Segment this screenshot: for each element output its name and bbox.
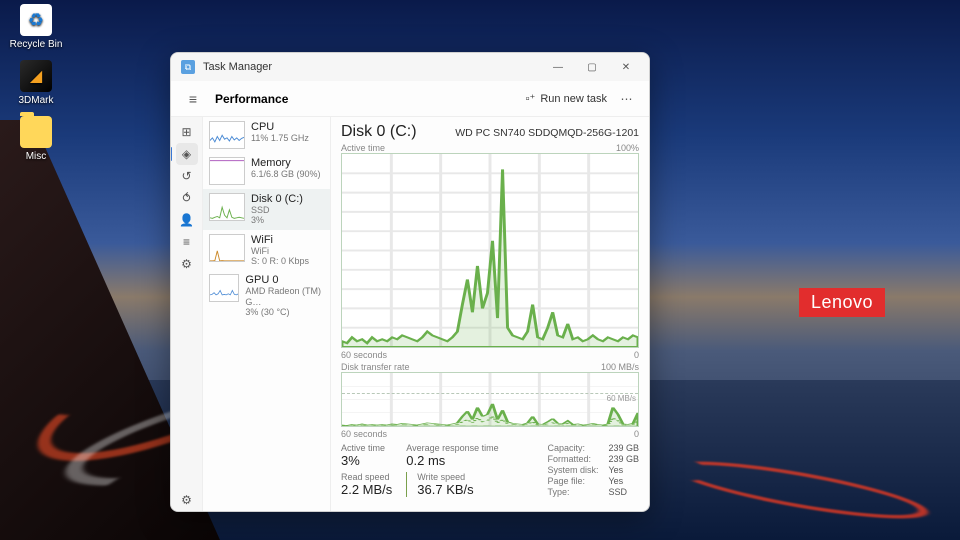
disk-title: Disk 0 (C:)	[341, 123, 417, 141]
processes-icon[interactable]: ⊞	[176, 121, 198, 143]
perf-name: Memory	[251, 157, 321, 169]
icon-label: 3DMark	[6, 95, 66, 106]
toolbar: ≡ Performance ▫⁺ Run new task ⋯	[171, 81, 649, 117]
detail-key: Formatted:	[547, 454, 598, 464]
stat-speed: Read speed2.2 MB/s	[341, 472, 392, 498]
perf-sub: 11% 1.75 GHz	[251, 133, 309, 143]
detail-val: SSD	[608, 487, 639, 497]
perf-sidebar: CPU11% 1.75 GHzMemory6.1/6.8 GB (90%)Dis…	[203, 117, 331, 511]
maximize-button[interactable]: ▢	[575, 53, 609, 81]
3dmark-icon: ◢	[20, 60, 52, 92]
perf-sub: WiFi	[251, 246, 309, 256]
desktop-icon-misc[interactable]: Misc	[6, 116, 66, 162]
settings-icon[interactable]: ⚙	[176, 489, 198, 511]
chart2-label-tr: 100 MB/s	[601, 362, 639, 372]
minimize-button[interactable]: —	[541, 53, 575, 81]
chart1-label-tl: Active time	[341, 143, 385, 153]
perf-thumb-gpu	[209, 274, 239, 302]
more-button[interactable]: ⋯	[613, 92, 641, 106]
task-manager-window: ⧉ Task Manager — ▢ ✕ ≡ Performance ▫⁺ Ru…	[170, 52, 650, 512]
perf-sub: 6.1/6.8 GB (90%)	[251, 169, 321, 179]
detail-key: Page file:	[547, 476, 598, 486]
stat-speed: Write speed36.7 KB/s	[406, 472, 498, 498]
titlebar[interactable]: ⧉ Task Manager — ▢ ✕	[171, 53, 649, 81]
desktop-icon-recycle[interactable]: ♻ Recycle Bin	[6, 4, 66, 50]
detail-key: Capacity:	[547, 443, 598, 453]
main-panel: Disk 0 (C:) WD PC SN740 SDDQMQD-256G-120…	[331, 117, 649, 511]
history-icon[interactable]: ↺	[176, 165, 198, 187]
perf-item-disk[interactable]: Disk 0 (C:)SSD3%	[203, 189, 330, 230]
perf-name: CPU	[251, 121, 309, 133]
perf-name: Disk 0 (C:)	[251, 193, 303, 205]
perf-sub: S: 0 R: 0 Kbps	[251, 256, 309, 266]
perf-thumb-wifi	[209, 234, 245, 262]
desktop-icon-3dmark[interactable]: ◢ 3DMark	[6, 60, 66, 106]
chart2-label-bl: 60 seconds	[341, 429, 387, 439]
run-icon: ▫⁺	[526, 92, 536, 105]
stat: Average response time0.2 ms	[406, 443, 498, 469]
disk-details: Capacity: 239 GB Formatted: 239 GB System di…	[547, 443, 639, 497]
users-icon[interactable]: 👤	[176, 209, 198, 231]
chart1-label-br: 0	[634, 350, 639, 360]
perf-sub: 3%	[251, 215, 303, 225]
perf-sub: AMD Radeon (TM) G…	[245, 286, 324, 307]
perf-thumb-disk	[209, 193, 245, 221]
perf-thumb-cpu	[209, 121, 245, 149]
icon-label: Misc	[6, 151, 66, 162]
stat: Active time3%	[341, 443, 392, 469]
nav-rail: ⊞◈↺⥀👤≡⚙ ⚙	[171, 117, 203, 511]
perf-item-gpu[interactable]: GPU 0AMD Radeon (TM) G…3% (30 °C)	[203, 270, 330, 321]
disk-model: WD PC SN740 SDDQMQD-256G-1201	[455, 127, 639, 139]
run-new-task-button[interactable]: ▫⁺ Run new task	[526, 92, 607, 105]
misc-icon	[20, 116, 52, 148]
perf-thumb-mem	[209, 157, 245, 185]
perf-sub: SSD	[251, 205, 303, 215]
app-icon: ⧉	[181, 60, 195, 74]
perf-item-mem[interactable]: Memory6.1/6.8 GB (90%)	[203, 153, 330, 189]
stats-row: Active time3% Average response time0.2 ms…	[341, 443, 639, 497]
hamburger-icon[interactable]: ≡	[179, 85, 207, 113]
chart1-label-bl: 60 seconds	[341, 350, 387, 360]
chart2-label-br: 0	[634, 429, 639, 439]
detail-val: Yes	[608, 465, 639, 475]
performance-icon[interactable]: ◈	[176, 143, 198, 165]
close-button[interactable]: ✕	[609, 53, 643, 81]
details-icon[interactable]: ≡	[176, 231, 198, 253]
detail-val: 239 GB	[608, 443, 639, 453]
active-time-chart	[341, 153, 639, 348]
perf-item-wifi[interactable]: WiFiWiFiS: 0 R: 0 Kbps	[203, 230, 330, 271]
perf-sub: 3% (30 °C)	[245, 307, 324, 317]
chart2-label-tl: Disk transfer rate	[341, 362, 410, 372]
detail-val: 239 GB	[608, 454, 639, 464]
recycle-icon: ♻	[20, 4, 52, 36]
detail-key: System disk:	[547, 465, 598, 475]
perf-item-cpu[interactable]: CPU11% 1.75 GHz	[203, 117, 330, 153]
brand-logo: Lenovo	[799, 288, 885, 317]
chart2-midline: 60 MB/s	[342, 393, 638, 403]
perf-name: GPU 0	[245, 274, 324, 286]
section-title: Performance	[215, 92, 288, 106]
detail-key: Type:	[547, 487, 598, 497]
desktop-wallpaper: Lenovo ♻ Recycle Bin ◢ 3DMark Misc ⧉ Task Ma…	[0, 0, 960, 540]
services-icon[interactable]: ⚙	[176, 253, 198, 275]
window-title: Task Manager	[203, 61, 272, 73]
perf-name: WiFi	[251, 234, 309, 246]
run-label: Run new task	[540, 93, 607, 105]
detail-val: Yes	[608, 476, 639, 486]
icon-label: Recycle Bin	[6, 39, 66, 50]
chart1-label-tr: 100%	[616, 143, 639, 153]
transfer-rate-chart: 60 MB/s	[341, 372, 639, 427]
startup-icon[interactable]: ⥀	[176, 187, 198, 209]
